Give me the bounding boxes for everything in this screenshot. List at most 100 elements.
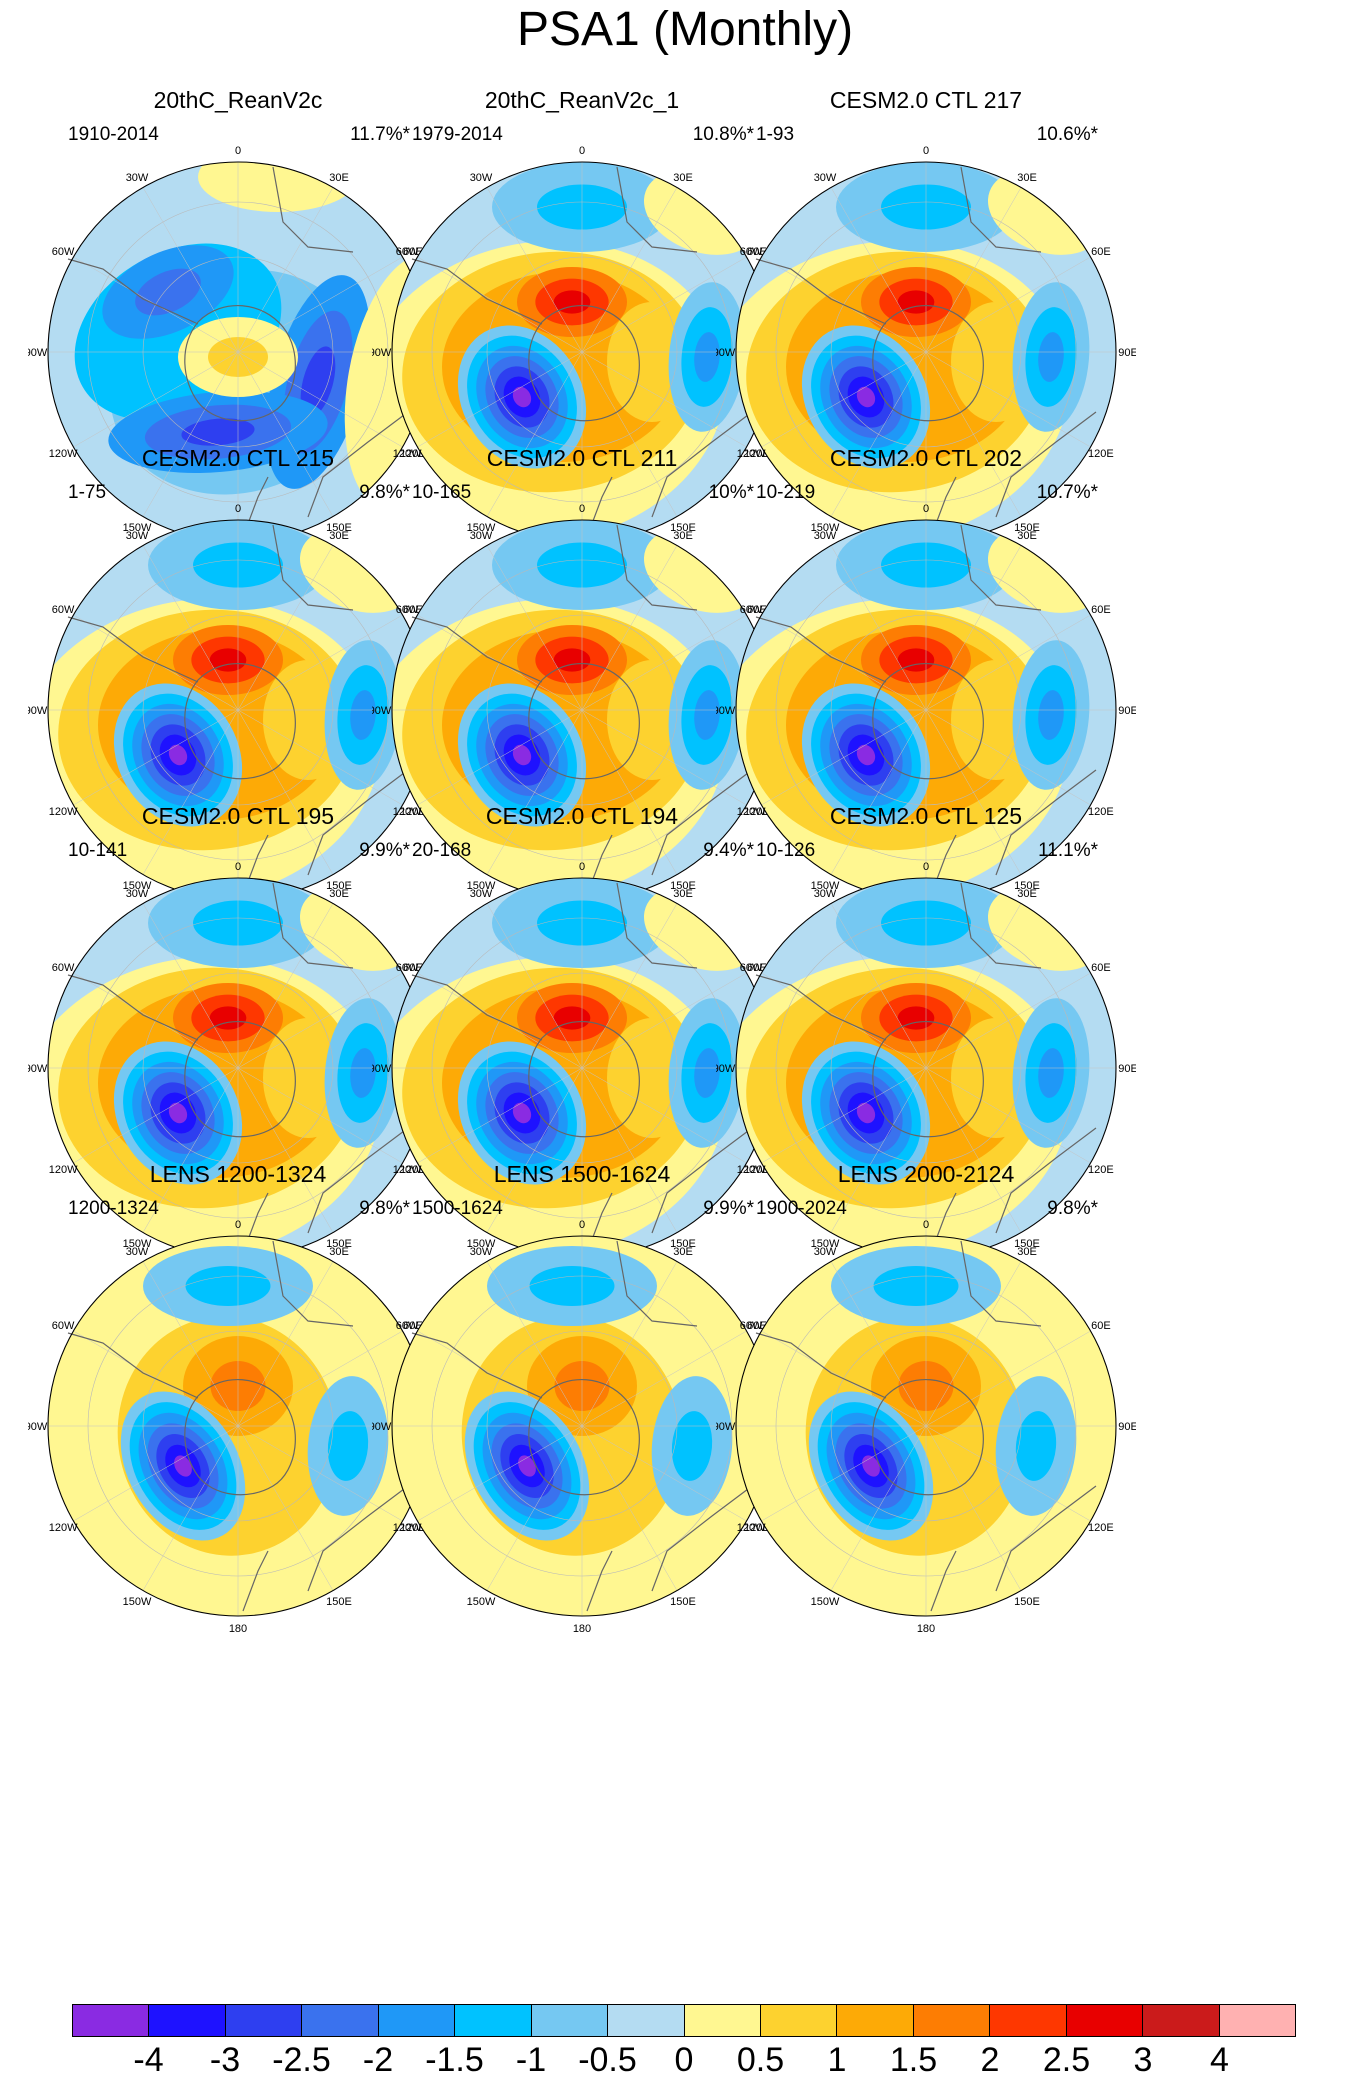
negative-anomaly bbox=[671, 1411, 713, 1481]
meridian-line bbox=[417, 709, 583, 806]
colorbar-swatch bbox=[1143, 2005, 1220, 2036]
longitude-label: 120E bbox=[1088, 448, 1114, 460]
meridian-line bbox=[142, 709, 239, 875]
meridian-line bbox=[925, 972, 1091, 1069]
panel-variance-pct: 9.8%* bbox=[1047, 1198, 1098, 1219]
meridian-line bbox=[581, 709, 747, 806]
africa-coastline bbox=[272, 882, 354, 969]
longitude-label: 150E bbox=[1014, 1238, 1040, 1250]
negative-anomaly bbox=[185, 1266, 271, 1306]
polar-map: 030E60E90E120E150E180150W120W90W60W30W bbox=[716, 503, 1136, 919]
new-zealand-coastline bbox=[930, 1550, 957, 1612]
meridian-line bbox=[237, 351, 403, 448]
australia-coastline bbox=[307, 411, 409, 518]
meridian-line bbox=[237, 1261, 334, 1427]
polar-map: 030E60E90E120E150E180150W120W90W60W30W bbox=[716, 145, 1136, 561]
longitude-label: 60W bbox=[396, 962, 419, 974]
panel-period: 10-141 bbox=[68, 840, 128, 861]
figure-title: PSA1 (Monthly) bbox=[516, 3, 854, 56]
longitude-label: 120W bbox=[737, 1522, 766, 1534]
meridian-line bbox=[73, 351, 239, 448]
coastlines bbox=[755, 1240, 1097, 1612]
panel-period: 1500-1624 bbox=[412, 1198, 503, 1219]
australia-coastline bbox=[995, 769, 1097, 876]
longitude-label: 60E bbox=[403, 246, 423, 258]
negative-anomaly bbox=[512, 1102, 532, 1124]
map-panel: CESM2.0 CTL 21110-16510%*030E60E90E120E1… bbox=[372, 444, 792, 919]
panel-variance-pct: 10.8%* bbox=[692, 124, 754, 145]
meridian-line bbox=[581, 1067, 678, 1233]
africa-coastline bbox=[616, 1240, 698, 1327]
longitude-label: 30W bbox=[126, 888, 149, 900]
positive-anomaly bbox=[209, 648, 247, 672]
longitude-label: 180 bbox=[917, 1623, 935, 1635]
panel-variance-pct: 9.9%* bbox=[359, 840, 410, 861]
south-america-coastline bbox=[67, 1332, 199, 1399]
map-panel: CESM2.0 CTL 19420-1689.4%*030E60E90E120E… bbox=[372, 802, 792, 1277]
colorbar-swatch bbox=[1066, 2005, 1144, 2036]
longitude-label: 60E bbox=[1091, 1320, 1111, 1332]
antarctica-coastline bbox=[528, 662, 640, 780]
meridian-line bbox=[830, 1425, 927, 1591]
meridian-line bbox=[761, 351, 927, 448]
longitude-label: 90W bbox=[28, 347, 48, 359]
colorbar-swatch bbox=[225, 2005, 303, 2036]
meridian-line bbox=[237, 614, 403, 711]
longitude-label: 30W bbox=[470, 1246, 493, 1258]
antarctica-coastline bbox=[528, 1020, 640, 1138]
panel-variance-pct: 10.7%* bbox=[1036, 482, 1098, 503]
longitude-label: 60E bbox=[747, 962, 767, 974]
map-panel: 20thC_ReanV2c1910-201411.7%*030E60E90E12… bbox=[28, 86, 448, 561]
polar-map: 030E60E90E120E150E180150W120W90W60W30W bbox=[28, 1219, 448, 1635]
positive-anomaly bbox=[209, 1006, 247, 1030]
longitude-label: 30W bbox=[814, 888, 837, 900]
negative-anomaly bbox=[168, 1102, 188, 1124]
australia-coastline bbox=[307, 769, 409, 876]
longitude-label: 30W bbox=[814, 172, 837, 184]
australia-coastline bbox=[995, 1485, 1097, 1592]
meridian-line bbox=[142, 1425, 239, 1591]
longitude-label: 120W bbox=[393, 1522, 422, 1534]
meridian-line bbox=[237, 187, 334, 353]
meridian-line bbox=[237, 1067, 403, 1164]
meridian-line bbox=[581, 1425, 747, 1522]
longitude-label: 150E bbox=[326, 522, 352, 534]
meridian-line bbox=[581, 903, 678, 1069]
longitude-label: 90W bbox=[372, 705, 392, 717]
longitude-label: 60E bbox=[1091, 962, 1111, 974]
positive-anomaly bbox=[897, 648, 935, 672]
longitude-label: 150E bbox=[1014, 522, 1040, 534]
south-america-coastline bbox=[411, 258, 543, 325]
colorbar-tick-label: -0.5 bbox=[578, 2041, 637, 2079]
africa-coastline bbox=[960, 166, 1042, 253]
panel-variance-pct: 9.8%* bbox=[359, 482, 410, 503]
meridian-line bbox=[581, 1261, 678, 1427]
south-america-coastline bbox=[67, 616, 199, 683]
antarctica-coastline bbox=[872, 1020, 984, 1138]
meridian-line bbox=[925, 1330, 1091, 1427]
africa-coastline bbox=[616, 882, 698, 969]
meridian-line bbox=[486, 1067, 583, 1233]
australia-coastline bbox=[995, 1127, 1097, 1234]
meridian-line bbox=[761, 1425, 927, 1522]
africa-coastline bbox=[960, 1240, 1042, 1327]
negative-anomaly bbox=[350, 690, 376, 740]
meridian-line bbox=[925, 545, 1022, 711]
contour-field bbox=[48, 878, 428, 1258]
meridian-line bbox=[761, 1067, 927, 1164]
south-america-coastline bbox=[755, 1332, 887, 1399]
longitude-label: 150W bbox=[811, 522, 840, 534]
australia-coastline bbox=[651, 411, 753, 518]
longitude-label: 120E bbox=[1088, 806, 1114, 818]
antarctica-coastline bbox=[872, 304, 984, 422]
meridian-line bbox=[73, 709, 239, 806]
meridian-line bbox=[142, 1067, 239, 1233]
coastlines bbox=[67, 166, 409, 538]
panel-title: 20thC_ReanV2c bbox=[153, 87, 323, 113]
longitude-label: 90E bbox=[1118, 1421, 1136, 1433]
meridian-line bbox=[417, 1425, 583, 1522]
longitude-label: 30E bbox=[1017, 1246, 1037, 1258]
colorbar-swatch bbox=[684, 2005, 761, 2036]
meridian-line bbox=[830, 1067, 927, 1233]
meridian-line bbox=[237, 545, 334, 711]
